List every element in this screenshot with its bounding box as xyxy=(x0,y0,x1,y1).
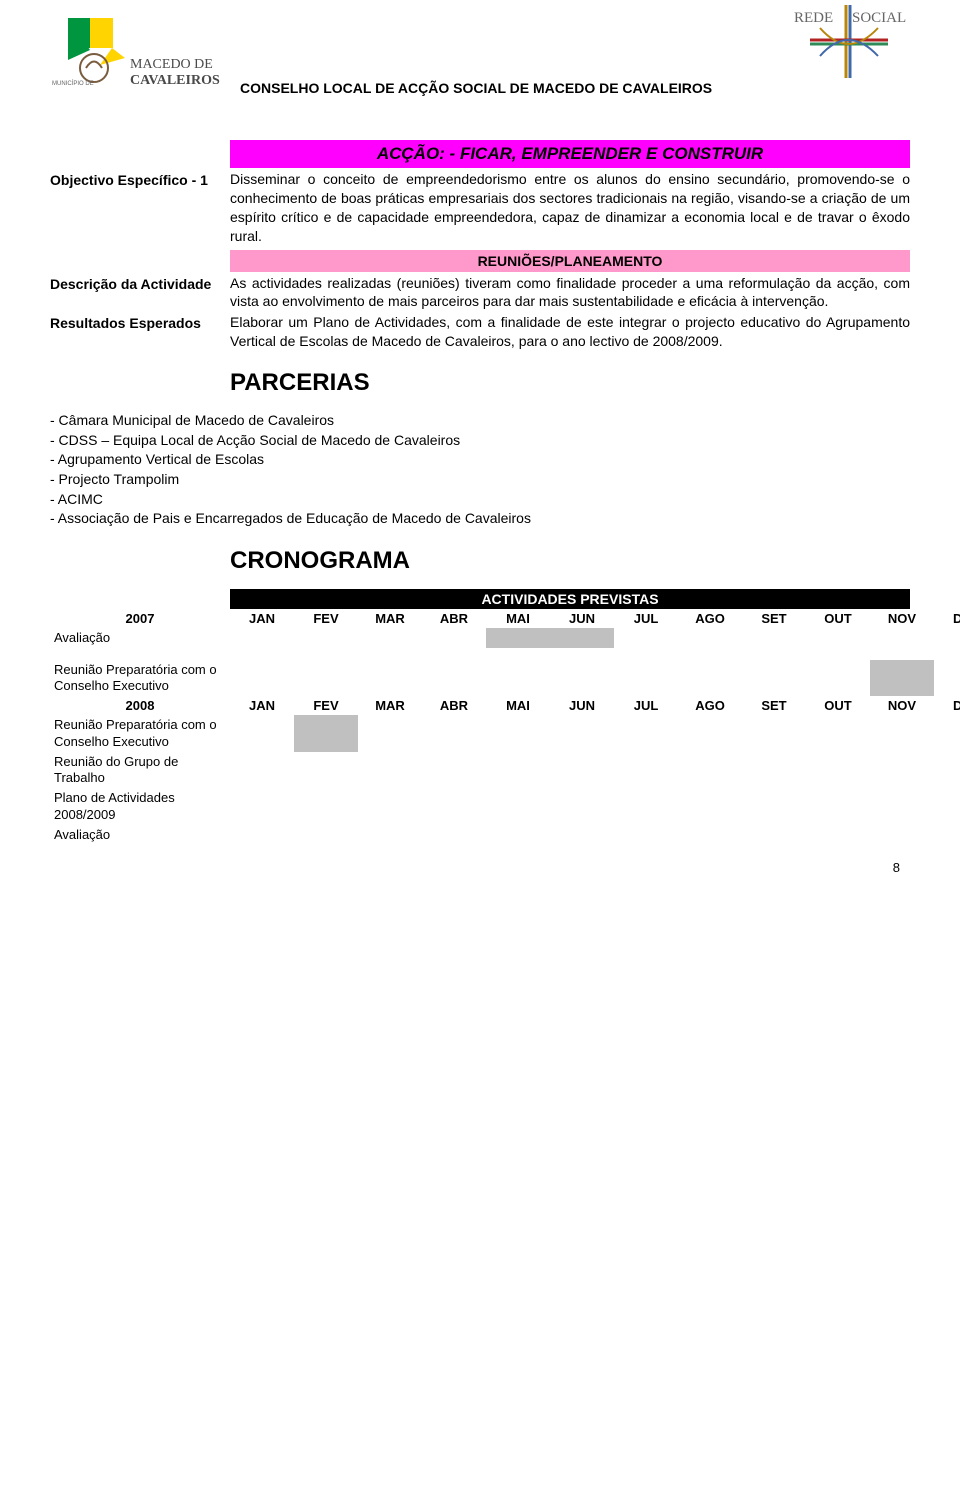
results-text: Elaborar um Plano de Actividades, com a … xyxy=(230,313,910,351)
crono-row-label: Plano de Actividades 2008/2009 xyxy=(50,788,230,825)
crono-row-label: Reunião Preparatória com o Conselho Exec… xyxy=(50,715,230,752)
results-label: Resultados Esperados xyxy=(50,313,230,331)
month-head: JAN xyxy=(230,696,294,715)
page-header: MACEDO DE CAVALEIROS MUNICÍPIO DE REDE S… xyxy=(50,0,910,120)
crono-row: Plano de Actividades 2008/2009 xyxy=(50,788,960,825)
svg-text:REDE: REDE xyxy=(794,10,833,26)
parcerias-item: - Câmara Municipal de Macedo de Cavaleir… xyxy=(50,411,910,431)
crono-row-label: Reunião Preparatória com o Conselho Exec… xyxy=(50,660,230,697)
month-head: JUN xyxy=(550,609,614,628)
description-text: As actividades realizadas (reuniões) tiv… xyxy=(230,274,910,312)
crono-row: Reunião Preparatória com o Conselho Exec… xyxy=(50,660,960,697)
month-head: JAN xyxy=(230,609,294,628)
results-row: Resultados Esperados Elaborar um Plano d… xyxy=(50,313,910,351)
crono-row: Avaliação xyxy=(50,825,960,845)
month-head: OUT xyxy=(806,696,870,715)
month-head: MAI xyxy=(486,609,550,628)
crono-row-label: Reunião do Grupo de Trabalho xyxy=(50,752,230,789)
month-head: NOV xyxy=(870,609,934,628)
month-head: FEV xyxy=(294,696,358,715)
svg-text:SOCIAL: SOCIAL xyxy=(852,10,906,26)
month-head: ABR xyxy=(422,609,486,628)
month-head: NOV xyxy=(870,696,934,715)
month-head: MAR xyxy=(358,609,422,628)
crono-row-label: Avaliação xyxy=(50,628,230,648)
description-row: Descrição da Actividade As actividades r… xyxy=(50,274,910,312)
parcerias-title: PARCERIAS xyxy=(230,369,910,397)
macedo-logo: MACEDO DE CAVALEIROS MUNICÍPIO DE xyxy=(50,10,230,100)
month-head: OUT xyxy=(806,609,870,628)
page-number: 8 xyxy=(893,860,900,875)
action-title-bar: ACÇÃO: - FICAR, EMPREENDER E CONSTRUIR xyxy=(230,140,910,168)
month-head: AGO xyxy=(678,609,742,628)
month-head: DEZ xyxy=(934,696,960,715)
objective-row: Objectivo Específico - 1 Disseminar o co… xyxy=(50,170,910,246)
rede-social-logo: REDE SOCIAL xyxy=(760,0,910,90)
month-head: JUL xyxy=(614,609,678,628)
year-row-2007: 2007 JAN FEV MAR ABR MAI JUN JUL AGO SET… xyxy=(50,609,960,628)
month-head: SET xyxy=(742,696,806,715)
parcerias-list: - Câmara Municipal de Macedo de Cavaleir… xyxy=(50,411,910,529)
activities-header-bar: ACTIVIDADES PREVISTAS xyxy=(230,589,910,609)
parcerias-item: - CDSS – Equipa Local de Acção Social de… xyxy=(50,431,910,451)
subsection-bar: REUNIÕES/PLANEAMENTO xyxy=(230,250,910,272)
crono-row: Reunião Preparatória com o Conselho Exec… xyxy=(50,715,960,752)
year-label: 2007 xyxy=(50,609,230,628)
svg-text:MUNICÍPIO DE: MUNICÍPIO DE xyxy=(52,80,94,87)
cronograma-table: 2007 JAN FEV MAR ABR MAI JUN JUL AGO SET… xyxy=(50,609,960,846)
crono-spacer xyxy=(50,648,960,660)
month-head: DEZ xyxy=(934,609,960,628)
crono-row-label: Avaliação xyxy=(50,825,230,845)
parcerias-item: - Agrupamento Vertical de Escolas xyxy=(50,450,910,470)
month-head: MAR xyxy=(358,696,422,715)
month-head: MAI xyxy=(486,696,550,715)
objective-label: Objectivo Específico - 1 xyxy=(50,170,230,188)
parcerias-item: - ACIMC xyxy=(50,490,910,510)
month-head: ABR xyxy=(422,696,486,715)
description-label: Descrição da Actividade xyxy=(50,274,230,292)
crono-row: Avaliação xyxy=(50,628,960,648)
month-head: FEV xyxy=(294,609,358,628)
month-head: SET xyxy=(742,609,806,628)
crono-row: Reunião do Grupo de Trabalho xyxy=(50,752,960,789)
month-head: JUL xyxy=(614,696,678,715)
svg-text:MACEDO DE: MACEDO DE xyxy=(130,57,213,72)
parcerias-item: - Projecto Trampolim xyxy=(50,470,910,490)
year-row-2008: 2008 JAN FEV MAR ABR MAI JUN JUL AGO SET… xyxy=(50,696,960,715)
year-label: 2008 xyxy=(50,696,230,715)
cronograma-title: CRONOGRAMA xyxy=(230,547,910,575)
month-head: JUN xyxy=(550,696,614,715)
month-head: AGO xyxy=(678,696,742,715)
parcerias-item: - Associação de Pais e Encarregados de E… xyxy=(50,509,910,529)
council-title: CONSELHO LOCAL DE ACÇÃO SOCIAL DE MACEDO… xyxy=(240,80,712,96)
objective-text: Disseminar o conceito de empreendedorism… xyxy=(230,170,910,246)
svg-text:CAVALEIROS: CAVALEIROS xyxy=(130,73,220,88)
